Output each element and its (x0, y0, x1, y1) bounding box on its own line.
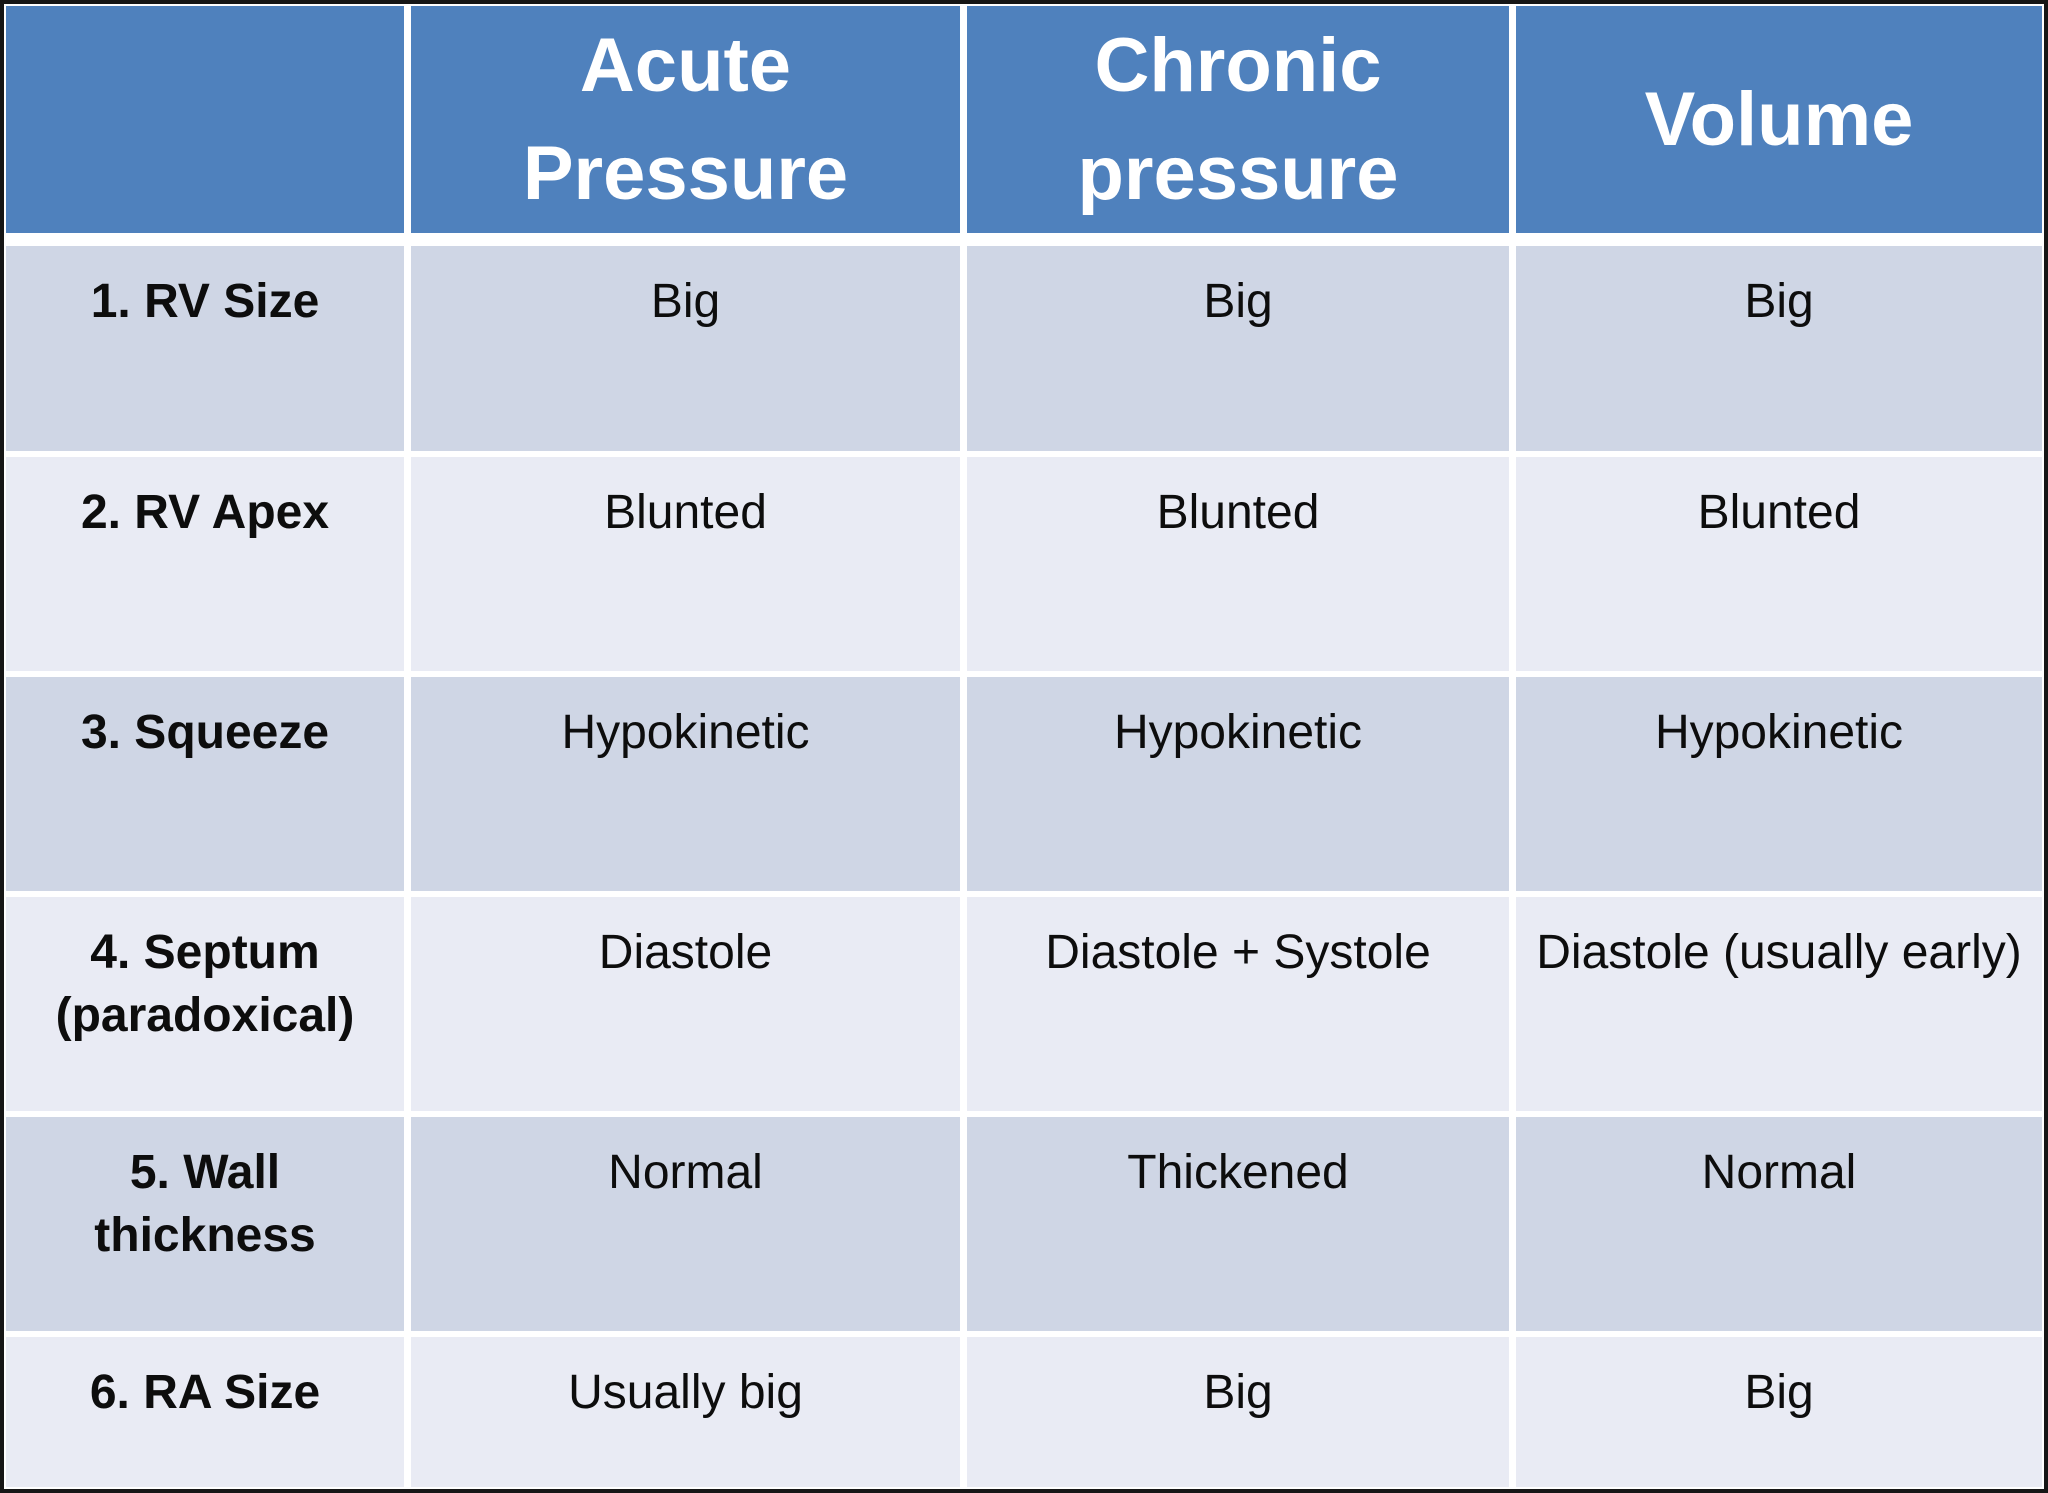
row-label: 5. Wall thickness (6, 1117, 404, 1331)
data-cell-chronic: Big (967, 1337, 1509, 1487)
data-cell-volume: Normal (1516, 1117, 2042, 1331)
table-row-septum: 4. Septum (paradoxical) Diastole Diastol… (6, 897, 2042, 1111)
data-cell-acute: Big (411, 246, 960, 451)
data-cell-acute: Diastole (411, 897, 960, 1111)
data-cell-volume: Diastole (usually early) (1516, 897, 2042, 1111)
row-label: 3. Squeeze (6, 677, 404, 891)
data-cell-volume: Blunted (1516, 457, 2042, 671)
table-row-rv-size: 1. RV Size Big Big Big (6, 246, 2042, 451)
data-cell-chronic: Diastole + Systole (967, 897, 1509, 1111)
header-cell-chronic-pressure: Chronic pressure (967, 6, 1509, 233)
header-row: Acute Pressure Chronic pressure Volume (6, 6, 2042, 233)
data-cell-volume: Big (1516, 1337, 2042, 1487)
table-row-wall-thickness: 5. Wall thickness Normal Thickened Norma… (6, 1117, 2042, 1331)
data-cell-volume: Hypokinetic (1516, 677, 2042, 891)
row-label: 4. Septum (paradoxical) (6, 897, 404, 1111)
corner-cell (6, 6, 404, 233)
data-cell-acute: Blunted (411, 457, 960, 671)
data-cell-acute: Hypokinetic (411, 677, 960, 891)
header-cell-volume: Volume (1516, 6, 2042, 233)
data-cell-acute: Normal (411, 1117, 960, 1331)
header-cell-acute-pressure: Acute Pressure (411, 6, 960, 233)
row-label: 6. RA Size (6, 1337, 404, 1487)
data-cell-volume: Big (1516, 246, 2042, 451)
table-row-ra-size: 6. RA Size Usually big Big Big (6, 1337, 2042, 1487)
data-cell-chronic: Hypokinetic (967, 677, 1509, 891)
table-row-rv-apex: 2. RV Apex Blunted Blunted Blunted (6, 457, 2042, 671)
data-cell-chronic: Blunted (967, 457, 1509, 671)
table-row-squeeze: 3. Squeeze Hypokinetic Hypokinetic Hypok… (6, 677, 2042, 891)
row-label: 2. RV Apex (6, 457, 404, 671)
data-cell-chronic: Big (967, 246, 1509, 451)
data-cell-acute: Usually big (411, 1337, 960, 1487)
row-label: 1. RV Size (6, 246, 404, 451)
data-cell-chronic: Thickened (967, 1117, 1509, 1331)
